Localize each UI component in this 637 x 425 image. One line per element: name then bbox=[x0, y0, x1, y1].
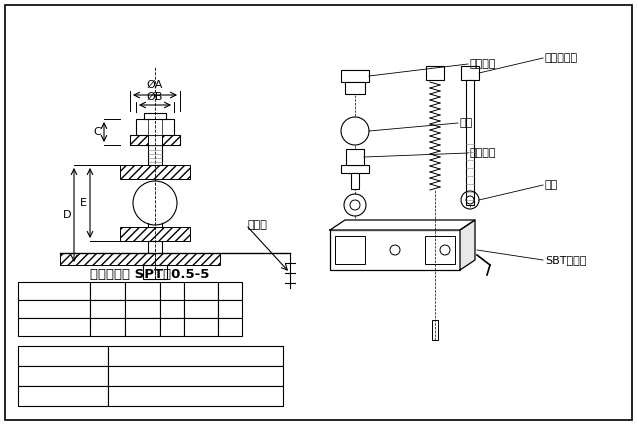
Bar bbox=[148, 135, 162, 145]
Text: C: C bbox=[168, 286, 176, 296]
Text: 12: 12 bbox=[165, 322, 179, 332]
Bar bbox=[432, 320, 438, 340]
Bar bbox=[130, 135, 148, 145]
Bar bbox=[60, 253, 220, 265]
Text: SBT0.5～3: SBT0.5～3 bbox=[36, 371, 89, 381]
Bar bbox=[120, 227, 190, 241]
Bar bbox=[18, 318, 90, 336]
Bar bbox=[108, 366, 283, 386]
Bar bbox=[18, 300, 90, 318]
Bar bbox=[136, 119, 174, 135]
Bar bbox=[18, 346, 108, 366]
Text: ØB: ØB bbox=[147, 92, 163, 102]
Bar bbox=[148, 119, 162, 135]
Bar bbox=[345, 82, 365, 94]
Bar bbox=[90, 300, 125, 318]
Text: E: E bbox=[80, 198, 87, 208]
Text: 20: 20 bbox=[136, 322, 150, 332]
Bar bbox=[330, 230, 460, 270]
Bar bbox=[108, 346, 283, 366]
Polygon shape bbox=[460, 220, 475, 270]
Text: 40: 40 bbox=[101, 304, 115, 314]
Bar bbox=[18, 282, 90, 300]
Bar bbox=[162, 135, 180, 145]
Bar bbox=[160, 300, 184, 318]
Text: 连接件组件 SPT－0.5-5: 连接件组件 SPT－0.5-5 bbox=[90, 269, 210, 281]
Bar bbox=[184, 318, 218, 336]
Text: 10: 10 bbox=[165, 304, 179, 314]
Text: 5t: 5t bbox=[48, 322, 60, 332]
Bar bbox=[143, 265, 167, 279]
Bar bbox=[335, 236, 365, 264]
Bar bbox=[351, 173, 359, 189]
Bar bbox=[218, 318, 242, 336]
Bar bbox=[425, 236, 455, 264]
Bar bbox=[184, 300, 218, 318]
Text: 容量: 容量 bbox=[47, 286, 61, 296]
Text: 98: 98 bbox=[189, 371, 203, 381]
Text: SBT传感器: SBT传感器 bbox=[545, 255, 587, 265]
Text: 275: 275 bbox=[185, 391, 206, 401]
Text: 传感器: 传感器 bbox=[248, 220, 268, 230]
Bar bbox=[218, 300, 242, 318]
Text: 高强度螺栓: 高强度螺栓 bbox=[545, 53, 578, 63]
Text: 上承压头: 上承压头 bbox=[470, 59, 496, 69]
Bar bbox=[461, 66, 479, 80]
Bar bbox=[346, 149, 364, 165]
Text: C: C bbox=[93, 127, 101, 137]
Bar bbox=[90, 282, 125, 300]
Text: E: E bbox=[226, 286, 234, 296]
Bar bbox=[130, 135, 180, 145]
Text: 48: 48 bbox=[223, 304, 237, 314]
Text: 89: 89 bbox=[194, 304, 208, 314]
Text: D: D bbox=[196, 286, 206, 296]
Bar bbox=[18, 386, 108, 406]
Bar bbox=[218, 282, 242, 300]
Bar bbox=[184, 282, 218, 300]
Bar bbox=[125, 318, 160, 336]
Text: 型号: 型号 bbox=[57, 351, 69, 361]
Bar bbox=[125, 282, 160, 300]
Text: 105: 105 bbox=[190, 322, 211, 332]
Text: ØA: ØA bbox=[99, 286, 117, 296]
Bar bbox=[120, 165, 190, 179]
Bar bbox=[144, 113, 166, 119]
Bar bbox=[148, 145, 162, 165]
Text: 下承压头: 下承压头 bbox=[470, 148, 496, 158]
Text: 0.5,1,2,3t: 0.5,1,2,3t bbox=[27, 304, 81, 314]
Text: 51: 51 bbox=[223, 322, 237, 332]
Bar bbox=[18, 366, 108, 386]
Text: 拧紧力矩(N.m): 拧紧力矩(N.m) bbox=[164, 351, 226, 361]
Bar bbox=[125, 300, 160, 318]
Bar bbox=[466, 80, 474, 205]
Text: 40: 40 bbox=[101, 322, 115, 332]
Text: 锃球: 锃球 bbox=[460, 118, 473, 128]
Text: ØA: ØA bbox=[147, 80, 163, 90]
Bar bbox=[341, 70, 369, 82]
Text: 垫圈: 垫圈 bbox=[545, 180, 558, 190]
Bar bbox=[160, 318, 184, 336]
Bar bbox=[160, 282, 184, 300]
Text: SBT5: SBT5 bbox=[49, 391, 77, 401]
Text: D: D bbox=[62, 210, 71, 220]
Text: ØB: ØB bbox=[134, 286, 152, 296]
Bar bbox=[426, 66, 444, 80]
Bar bbox=[90, 318, 125, 336]
Bar bbox=[341, 165, 369, 173]
Text: 20: 20 bbox=[136, 304, 150, 314]
Bar bbox=[108, 386, 283, 406]
Polygon shape bbox=[330, 220, 475, 230]
